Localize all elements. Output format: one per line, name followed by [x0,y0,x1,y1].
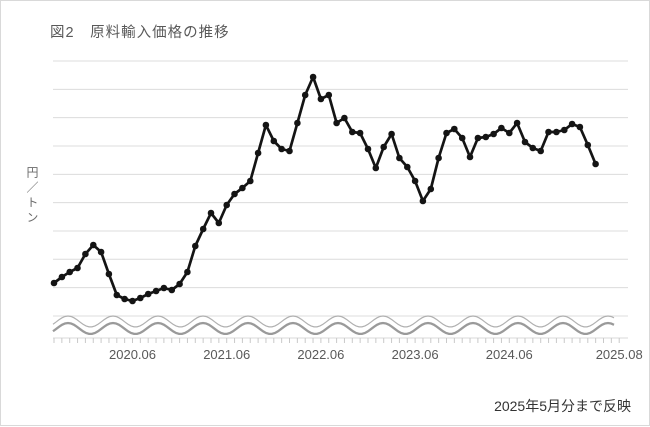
data-point-marker [121,295,128,303]
data-point-marker [294,119,301,127]
data-point-marker [301,91,309,99]
x-tick-label: 2024.06 [486,347,533,362]
data-point-marker [592,160,599,168]
data-point-marker [451,125,458,133]
data-point-marker [309,73,317,81]
data-point-marker [160,284,168,292]
data-point-marker [176,280,183,288]
data-point-marker [74,264,81,272]
y-axis-label: 円／トン [25,166,39,226]
data-point-marker [239,184,246,192]
data-point-marker [356,129,364,137]
data-point-marker [192,242,199,250]
data-point-marker [129,297,136,305]
data-point-marker [411,177,419,185]
data-point-marker [537,147,544,155]
data-point-marker [372,164,380,172]
data-point-marker [545,128,552,136]
data-point-marker [419,197,427,205]
data-point-marker [207,209,215,217]
data-point-marker [576,123,584,131]
data-point-marker [396,154,403,162]
data-point-marker [247,177,254,185]
chart-title: 図2 原料輸入価格の推移 [50,25,230,41]
data-point-marker [286,147,293,155]
data-point-marker [443,129,450,137]
data-point-marker [270,137,278,145]
data-point-marker [199,225,207,233]
data-point-marker [105,270,113,278]
data-point-marker [435,154,442,162]
data-point-marker [561,126,568,134]
data-point-marker [278,145,285,153]
price-series-line [52,75,597,303]
data-point-marker [215,219,223,227]
data-point-marker [498,124,505,132]
data-point-marker [254,149,262,157]
data-point-marker [506,129,513,137]
data-point-marker [333,119,340,127]
data-point-marker [521,138,529,146]
data-point-marker [82,250,89,258]
data-point-marker [262,121,270,129]
axis-break-wave-upper [52,315,615,328]
data-point-marker [231,190,238,198]
data-point-marker [474,134,482,142]
data-point-marker [168,286,176,294]
data-point-marker [66,268,73,276]
data-point-marker [223,201,230,209]
data-point-marker [568,120,576,128]
data-point-marker [490,130,497,138]
data-point-marker [144,290,152,298]
data-point-marker [317,95,325,103]
data-point-marker [584,141,592,149]
data-point-marker [513,119,521,127]
data-point-marker [349,128,356,136]
data-point-marker [50,279,58,287]
data-point-marker [388,130,395,138]
data-point-marker [529,144,537,152]
x-tick-label: 2025.08 [596,347,643,362]
data-point-marker [466,153,474,161]
data-point-marker [427,185,435,193]
data-point-marker [482,133,490,141]
data-point-marker [137,294,144,302]
x-tick-label: 2022.06 [297,347,344,362]
x-tick-label: 2021.06 [203,347,250,362]
data-point-marker [90,241,97,249]
data-point-marker [58,273,66,281]
data-point-marker [97,248,105,256]
data-coverage-note: 2025年5月分まで反映 [494,398,631,414]
data-point-marker [380,143,388,151]
data-point-marker [404,163,411,171]
data-point-marker [341,114,348,122]
x-tick-label: 2023.06 [392,347,439,362]
data-point-marker [364,145,372,153]
x-tick-label: 2020.06 [109,347,156,362]
data-point-marker [458,134,466,142]
data-point-marker [113,291,121,299]
data-point-marker [325,91,333,99]
axis-break-wave-lower [52,321,615,336]
data-point-marker [184,268,191,276]
data-point-marker [553,128,560,136]
data-point-marker [152,287,160,295]
